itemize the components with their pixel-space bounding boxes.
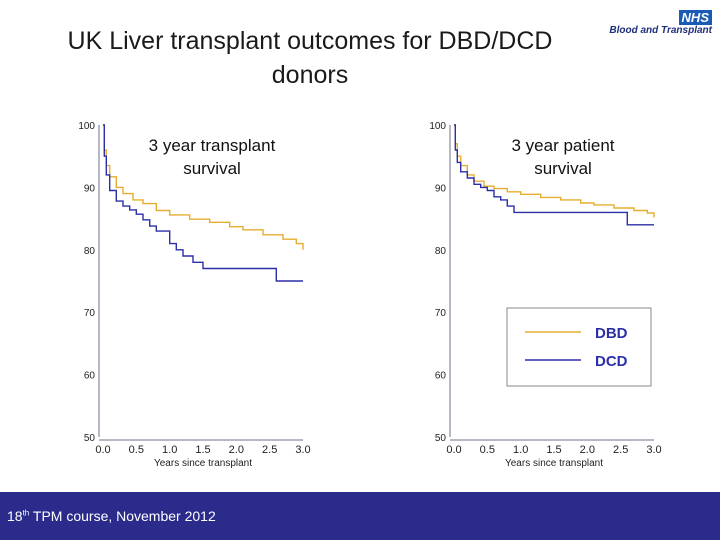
legend-box [506,307,652,387]
nhs-blood-and-transplant-logo: NHS Blood and Transplant [594,10,712,42]
x-axis-label: Years since transplant [154,458,252,469]
y-tick-label: 80 [435,246,447,257]
legend-label-dcd: DCD [595,353,628,370]
x-axis-label: Years since transplant [505,458,603,469]
chart-title-line: survival [534,159,592,178]
x-tick-label: 2.5 [613,444,628,456]
nhs-logo-badge: NHS [678,10,712,25]
slide-title: UK Liver transplant outcomes for DBD/DCD… [67,27,553,89]
x-tick-label: 0.0 [446,444,461,456]
y-tick-label: 90 [435,183,447,194]
series-line-dbd [103,124,304,250]
legend-label-dbd: DBD [595,325,628,342]
chart-patient-survival: 100 90 80 70 60 50 0.0 0.5 1.0 1.5 2.0 2.5 3.0 Years … [423,112,673,472]
y-tick-label: 80 [84,246,96,257]
x-tick-label: 1.5 [195,444,210,456]
chart-legend: DBD DCD [506,307,652,387]
x-tick-label: 3.0 [646,444,661,456]
y-tick-label: 50 [84,433,96,444]
y-tick-label: 70 [84,308,96,319]
series-line-dcd [454,124,654,226]
y-tick-label: 100 [429,121,446,132]
footer-ordinal-number: 18 [7,508,23,524]
x-tick-label: 2.5 [262,444,277,456]
chart-svg: 100 90 80 70 60 500.0 0.5 1.0 1.5 2.0 2.5 3.0 Years … [78,121,310,469]
x-tick-label: 0.0 [95,444,110,456]
chart-transplant-survival: 100 90 80 70 60 50 0.0 0.5 1.0 1.5 2.0 2.5 3.0 Years … [72,112,322,472]
x-tick-label: 1.5 [546,444,561,456]
y-tick-label: 60 [84,371,96,382]
logo-organisation-name: Blood and Transplant [609,25,712,36]
chart-title-line: 3 year transplant [148,136,276,155]
footer-text: 18th TPM course, November 2012 [7,508,216,524]
chart-svg: 100 90 80 70 60 500.0 0.5 1.0 1.5 2.0 2.5 3.0 Years … [429,121,661,469]
x-tick-label: 2.0 [580,444,595,456]
chart-title: 3 year patient survival [463,134,663,180]
x-tick-label: 0.5 [480,444,495,456]
chart-title-line: 3 year patient [511,136,615,155]
y-tick-label: 100 [78,121,95,132]
y-tick-label: 70 [435,308,447,319]
y-tick-label: 90 [84,183,96,194]
footer-course-text: TPM course, November 2012 [29,508,216,524]
footer-bar: 18th TPM course, November 2012 [0,492,720,540]
chart-title: 3 year transplant survival [112,134,312,180]
x-tick-label: 3.0 [295,444,310,456]
series-line-dcd [103,124,303,282]
x-tick-label: 1.0 [162,444,177,456]
footer-ordinal-suffix: th [22,508,30,518]
x-tick-label: 0.5 [129,444,144,456]
x-tick-label: 1.0 [513,444,528,456]
y-tick-label: 60 [435,371,447,382]
x-tick-label: 2.0 [229,444,244,456]
y-tick-label: 50 [435,433,447,444]
chart-title-line: survival [183,159,241,178]
